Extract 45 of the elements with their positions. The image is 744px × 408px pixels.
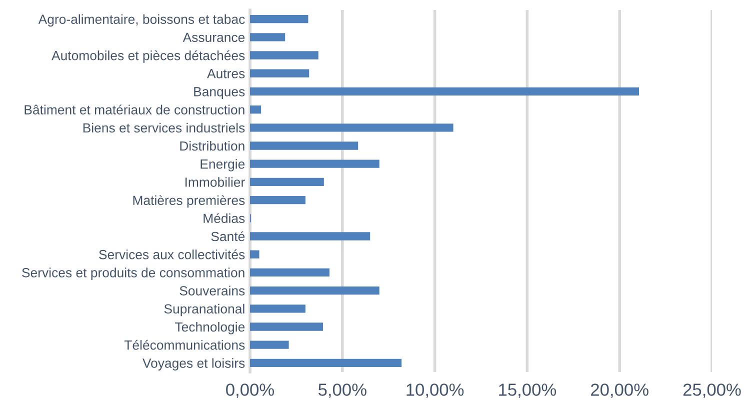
y-tick-label: Services et produits de consommation — [22, 268, 244, 280]
y-tick-label: Santé — [211, 231, 245, 242]
y-tick-label: Supranational — [164, 304, 244, 316]
x-tick-label: 10,00% — [406, 384, 464, 398]
y-tick-label: Immobilier — [186, 177, 245, 187]
bar — [250, 178, 324, 186]
y-tick-label: Bâtiment et matériaux de construction — [24, 104, 244, 114]
bar — [250, 268, 330, 277]
bar — [250, 87, 640, 96]
bar — [250, 322, 323, 331]
x-tick-label: 0,00% — [226, 384, 274, 398]
x-tick-label: 5,00% — [318, 384, 366, 398]
bar — [250, 286, 380, 295]
bar — [250, 232, 370, 240]
y-tick-label: Souverains — [180, 286, 245, 296]
y-tick-label: Technologie — [175, 322, 245, 334]
bar — [250, 69, 310, 78]
y-tick-label: Autres — [207, 69, 245, 78]
y-tick-label: Médias — [204, 213, 245, 224]
bar — [250, 358, 402, 368]
y-tick-label: Agro-alimentaire, boissons et tabac — [38, 14, 245, 27]
y-tick-label: Banques — [194, 87, 245, 99]
y-tick-label: Matières premières — [133, 195, 245, 208]
bar — [250, 105, 262, 114]
bar — [250, 51, 318, 60]
bar — [250, 250, 260, 258]
bar — [250, 160, 380, 168]
x-tick-label: 25,00% — [683, 384, 741, 398]
y-tick-label: Services aux collectivités — [99, 249, 245, 260]
y-tick-label: Télécommunications — [124, 340, 245, 350]
bar — [250, 14, 308, 24]
bar — [250, 304, 306, 313]
y-tick-label: Energie — [200, 159, 245, 172]
y-tick-label: Voyages et loisirs — [142, 358, 245, 370]
y-tick-label: Distribution — [180, 140, 244, 151]
bar — [250, 196, 306, 204]
bar — [250, 142, 358, 150]
bar — [250, 124, 454, 132]
x-tick-label: 20,00% — [591, 384, 648, 398]
y-tick-label: Automobiles et pièces détachées — [52, 50, 245, 63]
y-tick-label: Biens et services industriels — [83, 122, 245, 133]
x-tick-label: 15,00% — [499, 384, 556, 398]
bar — [250, 33, 286, 42]
bar — [250, 340, 289, 349]
y-tick-label: Assurance — [182, 32, 245, 42]
